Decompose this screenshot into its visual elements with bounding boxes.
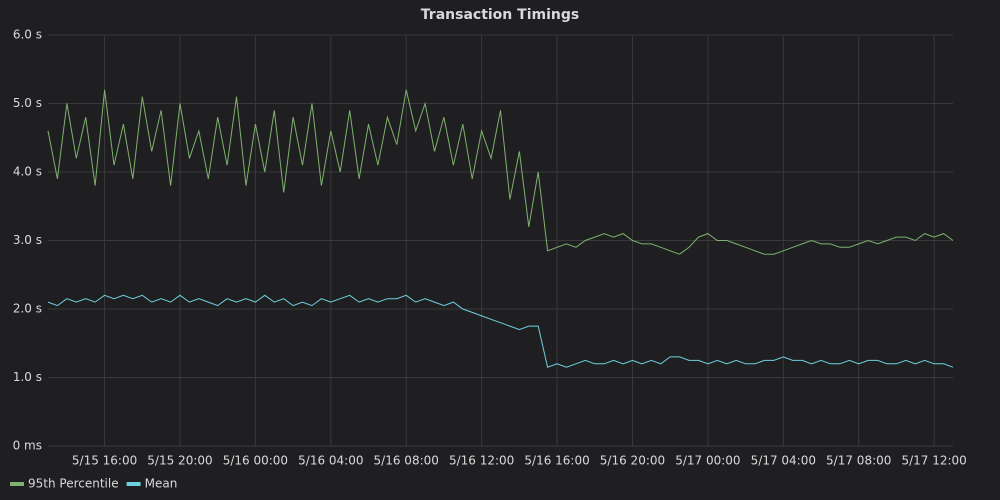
x-tick-label: 5/17 04:00 <box>751 454 816 468</box>
x-tick-label: 5/15 20:00 <box>147 454 212 468</box>
y-tick-label: 4.0 s <box>13 165 42 179</box>
x-tick-label: 5/16 16:00 <box>524 454 589 468</box>
series-line <box>47 294 954 368</box>
legend-label: Mean <box>145 477 178 491</box>
x-tick-label: 5/17 00:00 <box>675 454 740 468</box>
chart-title: Transaction Timings <box>421 7 579 23</box>
x-tick-label: 5/16 04:00 <box>298 454 363 468</box>
x-tick-label: 5/15 16:00 <box>72 454 137 468</box>
legend-label: 95th Percentile <box>28 477 119 491</box>
y-tick-label: 1.0 s <box>13 370 42 384</box>
y-tick-label: 0 ms <box>13 439 42 453</box>
y-tick-label: 2.0 s <box>13 302 42 316</box>
y-tick-label: 5.0 s <box>13 96 42 110</box>
x-tick-label: 5/17 08:00 <box>826 454 891 468</box>
y-tick-label: 6.0 s <box>13 28 42 42</box>
x-tick-label: 5/16 08:00 <box>374 454 439 468</box>
x-tick-label: 5/16 12:00 <box>449 454 514 468</box>
series-line <box>47 89 954 255</box>
y-tick-label: 3.0 s <box>13 233 42 247</box>
x-tick-label: 5/16 20:00 <box>600 454 665 468</box>
x-tick-label: 5/17 12:00 <box>901 454 966 468</box>
x-tick-label: 5/16 00:00 <box>223 454 288 468</box>
